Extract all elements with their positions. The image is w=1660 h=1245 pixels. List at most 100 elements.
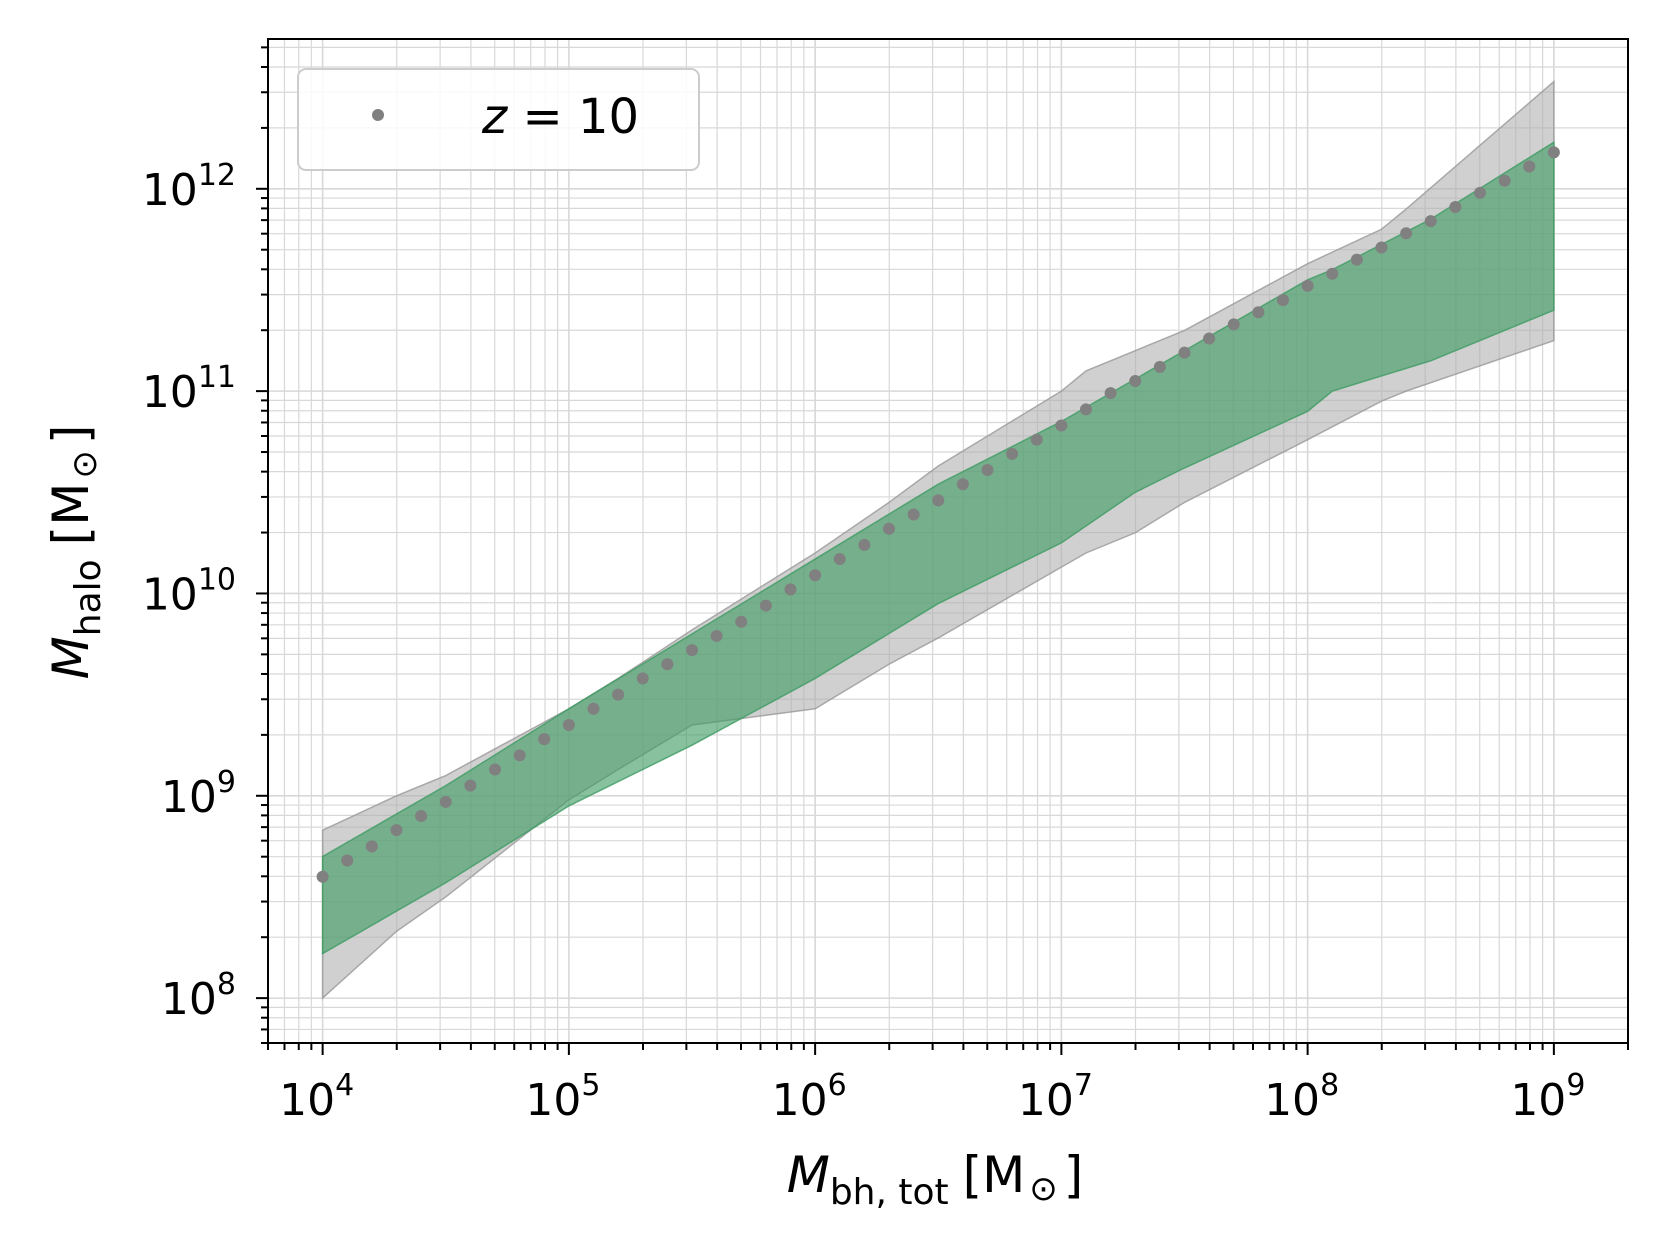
data-point bbox=[1079, 403, 1092, 416]
data-point bbox=[1498, 174, 1511, 187]
x-tick-label: 106 bbox=[772, 1068, 847, 1126]
x-tick-label-base: 10 bbox=[772, 1075, 828, 1126]
x-axis-title-subscript: bh, tot bbox=[830, 1172, 949, 1213]
data-point bbox=[1104, 387, 1117, 400]
legend-label-rest: = 10 bbox=[507, 89, 639, 145]
y-tick-label-exponent: 11 bbox=[198, 360, 236, 395]
data-point bbox=[1153, 360, 1166, 373]
x-tick-label: 108 bbox=[1264, 1068, 1339, 1126]
x-tick-label: 107 bbox=[1018, 1068, 1093, 1126]
x-tick-labels: 104 105 106 107 108 109 bbox=[279, 1068, 1585, 1126]
y-axis-title-symbol: M bbox=[42, 636, 100, 679]
data-point bbox=[759, 599, 772, 612]
data-point bbox=[1424, 215, 1437, 228]
y-tick-label: 108 bbox=[161, 967, 236, 1025]
y-axis-title-unit: [M bbox=[42, 483, 100, 546]
y-tick-label: 1010 bbox=[142, 562, 236, 620]
data-point bbox=[415, 810, 428, 823]
data-point bbox=[1252, 306, 1265, 319]
data-point bbox=[1400, 227, 1413, 240]
y-tick-label-base: 10 bbox=[161, 974, 217, 1025]
x-tick-label-base: 10 bbox=[279, 1075, 335, 1126]
data-point bbox=[1129, 375, 1142, 388]
x-axis-title-unit-sub: ⊙ bbox=[1029, 1169, 1058, 1209]
y-tick-label-exponent: 9 bbox=[217, 765, 236, 800]
x-tick-label-base: 10 bbox=[525, 1075, 581, 1126]
data-point bbox=[1375, 241, 1388, 254]
x-tick-label-exponent: 6 bbox=[828, 1068, 847, 1103]
data-point bbox=[365, 840, 378, 853]
legend-label: z = 10 bbox=[481, 89, 639, 145]
y-tick-label-base: 10 bbox=[142, 367, 198, 418]
plot-frame bbox=[267, 38, 1629, 1044]
data-point bbox=[439, 795, 452, 808]
data-point bbox=[1006, 447, 1019, 460]
x-tick-label-exponent: 5 bbox=[581, 1068, 600, 1103]
data-point bbox=[932, 494, 945, 507]
data-point bbox=[686, 644, 699, 657]
data-point bbox=[341, 854, 354, 867]
data-point bbox=[1449, 201, 1462, 214]
x-tick-label-exponent: 4 bbox=[335, 1068, 354, 1103]
y-tick-label-exponent: 12 bbox=[198, 158, 236, 193]
y-axis-title-unit-close: ] bbox=[42, 425, 100, 445]
y-axis-title: Mhalo [M ⊙] bbox=[42, 425, 109, 680]
y-tick-label-base: 10 bbox=[142, 165, 198, 216]
data-point bbox=[735, 615, 748, 628]
data-point bbox=[809, 569, 822, 582]
data-point bbox=[464, 779, 477, 792]
data-point bbox=[636, 672, 649, 685]
x-axis-title: Mbh, tot [M ⊙] bbox=[787, 1146, 1084, 1213]
x-tick-label-exponent: 7 bbox=[1074, 1068, 1093, 1103]
data-point bbox=[1055, 419, 1068, 432]
data-point bbox=[316, 870, 329, 883]
data-point bbox=[956, 478, 969, 491]
uncertainty-bands bbox=[321, 79, 1555, 1000]
legend-box bbox=[297, 68, 700, 171]
data-point bbox=[390, 824, 403, 837]
data-point bbox=[1276, 294, 1289, 307]
data-point bbox=[1203, 332, 1216, 345]
x-tick-label: 109 bbox=[1510, 1068, 1585, 1126]
data-point bbox=[1326, 267, 1339, 280]
data-points bbox=[316, 146, 1560, 883]
x-tick-label-base: 10 bbox=[1018, 1075, 1074, 1126]
data-point bbox=[1301, 279, 1314, 292]
data-point bbox=[710, 629, 723, 642]
data-point bbox=[587, 702, 600, 715]
data-point bbox=[612, 688, 625, 701]
data-point bbox=[513, 749, 526, 762]
x-axis-title-symbol: M bbox=[787, 1146, 830, 1204]
x-axis-title-unit: [M bbox=[963, 1146, 1026, 1204]
data-point bbox=[538, 733, 551, 746]
data-point bbox=[1473, 186, 1486, 199]
legend-label-var: z bbox=[481, 89, 509, 145]
legend: z = 10 bbox=[297, 68, 700, 171]
y-tick-label: 109 bbox=[161, 765, 236, 823]
y-tick-label-exponent: 8 bbox=[217, 967, 236, 1002]
data-point bbox=[661, 658, 674, 671]
y-tick-label-base: 10 bbox=[142, 569, 198, 620]
y-tick-label-exponent: 10 bbox=[198, 562, 236, 597]
data-point bbox=[1547, 146, 1560, 159]
data-point bbox=[1227, 318, 1240, 331]
data-point bbox=[562, 718, 575, 731]
x-tick-label-exponent: 8 bbox=[1320, 1068, 1339, 1103]
y-axis-title-unit-sub: ⊙ bbox=[65, 450, 105, 479]
x-axis-title-unit-close: ] bbox=[1064, 1146, 1084, 1204]
data-point bbox=[489, 763, 502, 776]
data-point bbox=[784, 583, 797, 596]
axis-ticks bbox=[256, 46, 1629, 1055]
data-point bbox=[858, 538, 871, 551]
y-axis-title-subscript: halo bbox=[68, 559, 109, 636]
x-tick-label: 104 bbox=[279, 1068, 354, 1126]
legend-marker bbox=[372, 109, 384, 121]
x-tick-label-base: 10 bbox=[1510, 1075, 1566, 1126]
data-point bbox=[833, 553, 846, 566]
y-tick-label: 1011 bbox=[142, 360, 236, 418]
y-tick-label-base: 10 bbox=[161, 772, 217, 823]
data-point bbox=[1350, 253, 1363, 266]
data-point bbox=[981, 464, 994, 477]
